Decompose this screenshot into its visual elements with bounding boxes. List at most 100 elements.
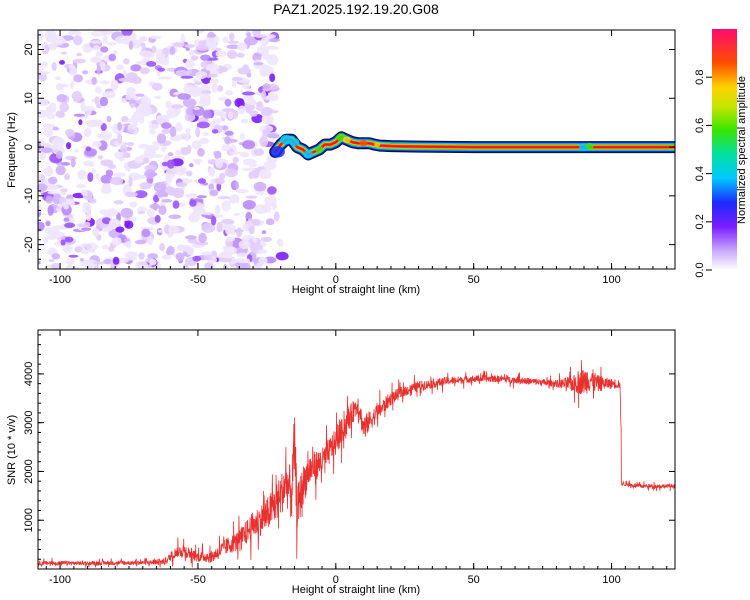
noise-blob	[185, 170, 193, 177]
noise-blob	[202, 110, 213, 119]
noise-blob	[78, 119, 83, 126]
signal-blob	[289, 138, 300, 147]
noise-blob	[74, 148, 79, 153]
noise-blob	[209, 78, 219, 84]
noise-blob	[66, 142, 72, 150]
noise-blob	[260, 236, 272, 242]
y-tick-label: 20	[23, 43, 35, 55]
noise-blob	[241, 91, 256, 96]
noise-blob	[139, 50, 153, 58]
x-tick-label: 50	[468, 274, 480, 286]
noise-blob	[194, 241, 209, 246]
noise-blob	[161, 122, 172, 129]
noise-blob	[221, 125, 229, 131]
noise-blob	[200, 90, 212, 95]
noise-blob	[38, 204, 42, 213]
noise-blob	[158, 76, 172, 80]
noise-blob	[64, 155, 78, 161]
noise-blob	[117, 133, 123, 144]
noise-blob	[194, 159, 201, 166]
noise-blob	[195, 71, 208, 80]
noise-blob	[258, 168, 272, 180]
noise-blob	[92, 140, 102, 148]
noise-blob	[100, 122, 107, 132]
noise-blob	[147, 144, 160, 152]
noise-blob	[156, 133, 167, 144]
noise-blob	[88, 198, 97, 202]
noise-blob	[53, 227, 59, 236]
noise-blob	[115, 64, 125, 71]
noise-blob	[45, 106, 53, 114]
noise-blob	[161, 199, 173, 203]
noise-blob	[232, 156, 239, 164]
colorbar-tick-label: 0.2	[694, 214, 706, 229]
noise-blob	[99, 209, 109, 215]
noise-blob	[97, 155, 103, 160]
noise-blob	[38, 63, 44, 73]
noise-blob	[211, 129, 219, 134]
noise-blob	[120, 144, 128, 155]
y-tick-label: -10	[23, 188, 35, 204]
noise-blob	[169, 126, 177, 138]
noise-blob	[38, 260, 41, 265]
noise-blob	[56, 94, 68, 103]
noise-blob	[135, 93, 145, 97]
noise-blob	[206, 63, 220, 71]
noise-blob	[137, 210, 146, 215]
x-tick-label: -100	[49, 574, 71, 586]
noise-blob	[91, 30, 105, 37]
noise-blob	[73, 74, 84, 83]
noise-blob	[237, 42, 248, 51]
noise-blob	[120, 207, 134, 219]
noise-blob	[146, 209, 155, 217]
noise-blob	[157, 67, 165, 72]
noise-blob	[147, 236, 154, 246]
noise-blob	[127, 118, 137, 123]
noise-blob	[144, 169, 156, 179]
noise-blob	[246, 32, 251, 38]
noise-blob	[85, 146, 92, 152]
noise-blob	[89, 40, 103, 44]
noise-blob	[242, 223, 250, 232]
noise-blob	[111, 237, 122, 246]
noise-blob	[125, 92, 139, 101]
noise-blob	[43, 127, 54, 137]
noise-blob	[208, 73, 218, 78]
noise-blob	[47, 204, 54, 216]
noise-blob	[136, 105, 148, 115]
noise-blob	[38, 30, 42, 34]
noise-blob	[185, 47, 190, 51]
noise-blob	[55, 150, 63, 159]
noise-blob	[154, 214, 161, 223]
noise-blob	[77, 169, 87, 180]
noise-blob	[265, 218, 275, 226]
noise-blob	[88, 163, 94, 168]
noise-blob	[200, 251, 213, 256]
noise-blob	[81, 227, 92, 231]
noise-blob	[197, 148, 205, 157]
noise-blob	[198, 232, 207, 244]
noise-blob	[215, 112, 226, 116]
noise-blob	[259, 64, 270, 72]
noise-blob	[67, 30, 82, 36]
noise-blob	[68, 64, 75, 70]
y-tick-label: -20	[23, 237, 35, 253]
noise-blob	[225, 90, 234, 96]
noise-blob	[260, 106, 273, 116]
noise-blob	[253, 62, 264, 66]
noise-blob	[169, 104, 184, 109]
noise-blob	[220, 251, 232, 256]
noise-blob	[253, 204, 268, 215]
noise-blob	[46, 184, 59, 191]
y-tick-label: 4000	[23, 362, 35, 386]
noise-blob	[64, 128, 75, 137]
colorbar-tick-label: 0.0	[694, 262, 706, 277]
noise-blob	[196, 195, 207, 199]
noise-blob	[59, 188, 68, 193]
noise-blob	[38, 109, 48, 119]
noise-blob	[269, 93, 279, 102]
noise-blob	[238, 240, 251, 250]
noise-blob	[100, 46, 109, 53]
y-tick-label: 1000	[23, 508, 35, 532]
